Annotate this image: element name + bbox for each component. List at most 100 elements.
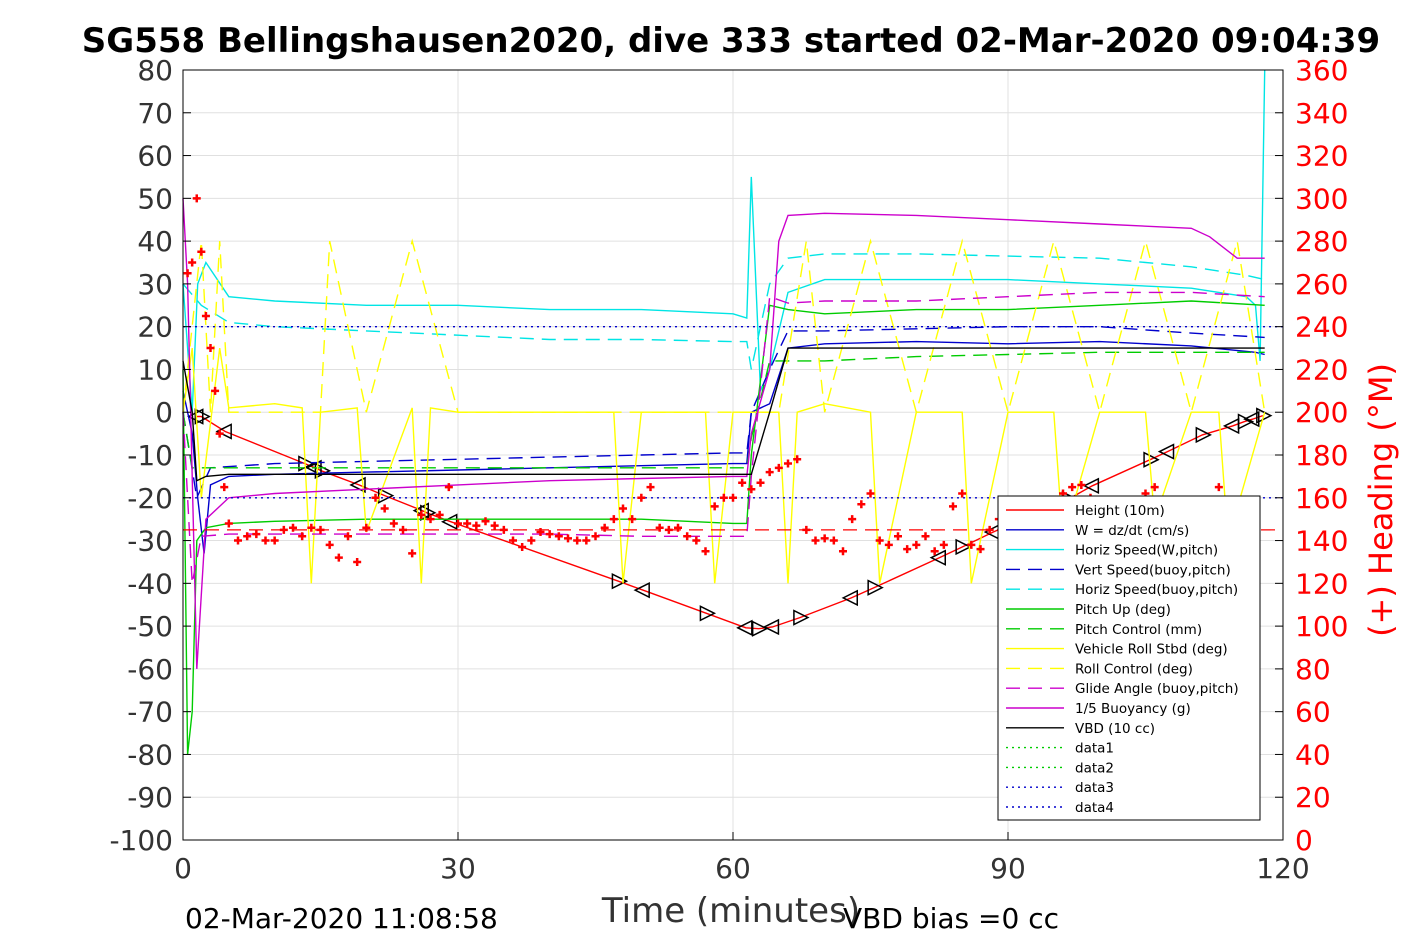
heading-point xyxy=(784,459,792,468)
height-marker xyxy=(955,538,972,556)
heading-point xyxy=(206,344,215,353)
heading-point xyxy=(774,463,783,472)
y-tick-label: -70 xyxy=(127,696,173,729)
heading-point xyxy=(344,532,352,541)
right-axis-label: (+) Heading (°M) xyxy=(1362,363,1400,637)
heading-point xyxy=(765,468,774,477)
height-marker xyxy=(1143,451,1160,468)
right-tick-label: 220 xyxy=(1295,353,1348,386)
heading-point xyxy=(472,521,481,530)
x-tick-label: 30 xyxy=(440,852,476,885)
y-tick-label: 40 xyxy=(137,225,173,258)
legend-label: data2 xyxy=(1075,760,1114,776)
heading-point xyxy=(958,489,967,498)
height-marker xyxy=(349,476,366,494)
heading-point xyxy=(866,489,875,498)
heading-point xyxy=(481,517,490,526)
heading-point xyxy=(490,521,499,530)
heading-point xyxy=(628,515,637,524)
right-tick-label: 240 xyxy=(1295,311,1348,344)
heading-point xyxy=(848,515,857,524)
heading-point xyxy=(857,500,866,509)
chart-title: SG558 Bellingshausen2020, dive 333 start… xyxy=(82,21,1380,61)
right-tick-label: 360 xyxy=(1295,54,1348,87)
height-marker xyxy=(793,609,810,626)
heading-point xyxy=(188,258,197,267)
legend-label: Roll Control (deg) xyxy=(1075,661,1193,677)
right-tick-label: 100 xyxy=(1295,610,1348,643)
height-marker xyxy=(736,619,753,637)
right-tick-label: 120 xyxy=(1295,567,1348,600)
right-tick-label: 80 xyxy=(1295,653,1331,686)
right-tick-label: 300 xyxy=(1295,182,1348,215)
left-axis: 80 70 60 50 40 30 20 10 0 -10 -20 -30 -40 -50 -60 -70 -8… xyxy=(109,54,191,857)
heading-point xyxy=(426,515,435,524)
y-tick-label: -10 xyxy=(127,439,173,472)
heading-point xyxy=(747,485,756,494)
legend-label: Vert Speed(buoy,pitch) xyxy=(1075,562,1231,578)
right-axis: 3603403203002802602402202001801601401201… xyxy=(1275,54,1348,857)
height-marker xyxy=(633,581,650,599)
legend-label: Height (10m) xyxy=(1075,503,1165,519)
heading-point xyxy=(903,545,912,554)
legend-label: data3 xyxy=(1075,780,1114,796)
heading-point xyxy=(939,540,948,549)
heading-point xyxy=(334,553,343,562)
heading-point xyxy=(985,525,994,534)
right-tick-label: 340 xyxy=(1295,97,1348,130)
heading-point xyxy=(554,532,563,541)
heading-point xyxy=(839,547,847,556)
y-tick-label: -90 xyxy=(127,781,173,814)
heading-point xyxy=(1068,483,1077,492)
height-marker xyxy=(1256,407,1273,424)
legend-label: data4 xyxy=(1075,800,1114,816)
heading-point xyxy=(518,542,527,551)
y-tick-label: 30 xyxy=(137,268,173,301)
height-marker xyxy=(1082,477,1100,495)
right-tick-label: 160 xyxy=(1295,482,1348,515)
legend-label: 1/5 Buoyancy (g) xyxy=(1075,701,1191,717)
heading-point xyxy=(509,536,517,545)
series-line xyxy=(182,238,1266,415)
height-marker xyxy=(1243,410,1260,428)
y-tick-label: -40 xyxy=(127,567,173,600)
height-marker xyxy=(762,618,780,636)
x-tick-label: 90 xyxy=(990,852,1026,885)
footer-vbd-bias: VBD bias =0 cc xyxy=(843,902,1059,935)
heading-point xyxy=(756,478,765,487)
heading-point xyxy=(399,525,407,534)
heading-point xyxy=(380,504,389,513)
legend-label: Pitch Control (mm) xyxy=(1075,622,1202,638)
height-marker xyxy=(751,620,769,637)
heading-point xyxy=(454,519,462,528)
heading-point xyxy=(1150,483,1159,492)
heading-point xyxy=(637,493,646,502)
heading-point xyxy=(921,532,930,541)
heading-point xyxy=(600,523,609,532)
heading-point xyxy=(463,519,472,528)
height-marker xyxy=(867,579,884,596)
heading-point xyxy=(279,525,288,534)
heading-point xyxy=(408,549,417,558)
right-tick-label: 60 xyxy=(1295,696,1331,729)
y-tick-label: -50 xyxy=(127,610,173,643)
legend-label: Glide Angle (buoy,pitch) xyxy=(1075,681,1239,697)
height-marker xyxy=(611,572,629,590)
heading-point xyxy=(930,547,939,556)
heading-point xyxy=(894,532,902,541)
heading-point xyxy=(829,536,838,545)
heading-point xyxy=(719,493,728,502)
legend-label: Horiz Speed(buoy,pitch) xyxy=(1075,582,1238,598)
heading-point xyxy=(875,536,884,545)
heading-point xyxy=(252,530,261,539)
legend-label: VBD (10 cc) xyxy=(1075,721,1155,737)
height-marker xyxy=(841,589,858,607)
series-line xyxy=(182,300,1265,755)
x-axis-label: Time (minutes) xyxy=(601,891,860,931)
heading-point xyxy=(234,536,242,545)
heading-point xyxy=(701,547,710,556)
legend-label: Horiz Speed(W,pitch) xyxy=(1075,543,1218,559)
heading-point xyxy=(215,429,224,438)
height-marker xyxy=(929,549,946,566)
